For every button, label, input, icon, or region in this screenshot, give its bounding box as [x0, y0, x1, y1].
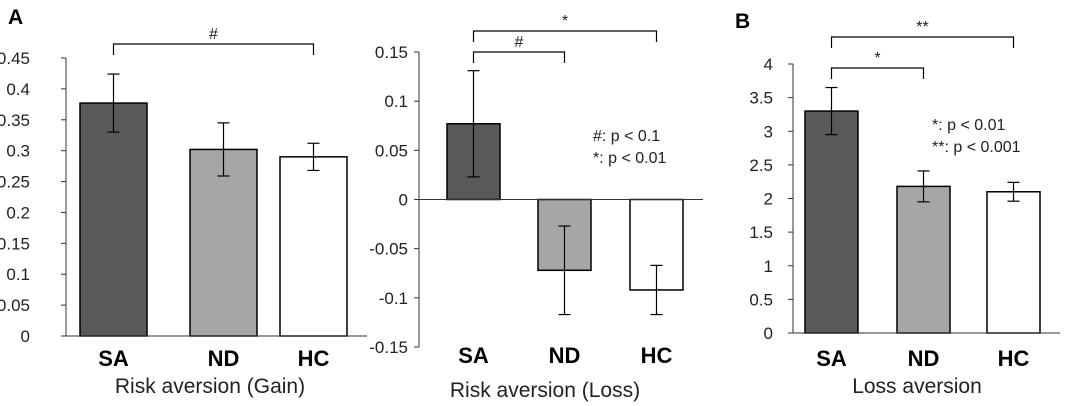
bar-hc [279, 156, 348, 337]
y-tick-label: 0.1 [384, 92, 408, 111]
y-tick-label: 0.15 [375, 43, 408, 62]
y-tick-label: 0 [21, 327, 30, 346]
category-label-nd: ND [208, 346, 240, 371]
x-axis-label: Risk aversion (Gain) [115, 375, 305, 398]
category-label-nd: ND [549, 343, 581, 368]
panel-label: A [8, 6, 23, 29]
y-tick-label: -0.15 [369, 338, 408, 357]
y-tick-label: 0.2 [6, 203, 30, 222]
y-tick-label: -0.05 [369, 240, 408, 259]
panel-label: B [735, 10, 750, 33]
significance-bracket [830, 67, 925, 79]
significance-label: ** [916, 19, 928, 36]
x-axis-label: Risk aversion (Loss) [450, 379, 640, 402]
bar-nd [896, 185, 951, 334]
significance-note: **: p < 0.001 [932, 139, 1021, 156]
y-tick-label: -0.1 [379, 289, 408, 308]
significance-note: #: p < 0.1 [593, 128, 660, 145]
y-tick-label: 2 [764, 190, 773, 209]
significance-bracket [472, 30, 658, 42]
category-label-sa: SA [816, 346, 847, 371]
significance-label: # [515, 34, 524, 51]
y-tick-label: 0.05 [0, 296, 30, 315]
y-tick-label: 0.5 [749, 290, 773, 309]
y-tick-label: 0.15 [0, 234, 30, 253]
y-tick-label: 1.5 [749, 223, 773, 242]
category-label-nd: ND [908, 346, 940, 371]
x-axis-label: Loss aversion [852, 375, 982, 398]
y-tick-label: 0.1 [6, 265, 30, 284]
y-tick-label: 1 [764, 257, 773, 276]
y-tick-label: 0.05 [375, 141, 408, 160]
significance-bracket [472, 51, 566, 63]
category-label-hc: HC [298, 346, 330, 371]
y-tick-label: 0 [399, 191, 408, 210]
chart-panel-1: A 0 0.05 0.1 0.15 0.2 0.25 0.3 0.35 0.4 0.45 SA ND HC… [0, 6, 367, 398]
significance-label: * [874, 50, 880, 67]
y-tick-label: 0.45 [0, 49, 30, 68]
significance-bracket [112, 43, 315, 55]
y-tick-label: 0.25 [0, 173, 30, 192]
y-tick-label: 0.4 [6, 80, 30, 99]
y-tick-label: 3.5 [749, 89, 773, 108]
significance-bracket [830, 36, 1015, 48]
bar-sa [79, 102, 148, 337]
category-label-sa: SA [98, 346, 129, 371]
significance-label: # [209, 26, 218, 43]
category-label-sa: SA [458, 343, 489, 368]
y-tick-label: 0.3 [6, 142, 30, 161]
significance-note: *: p < 0.01 [932, 117, 1005, 134]
y-tick-label: 0 [764, 324, 773, 343]
y-tick-label: 4 [764, 55, 773, 74]
bar-nd [189, 148, 258, 337]
significance-label: * [562, 13, 568, 30]
category-label-hc: HC [641, 343, 673, 368]
bar-sa [804, 110, 859, 334]
y-tick-label: 0.35 [0, 111, 30, 130]
category-label-hc: HC [998, 346, 1030, 371]
significance-note: *: p < 0.01 [593, 150, 666, 167]
y-tick-label: 2.5 [749, 156, 773, 175]
y-tick-label: 3 [764, 122, 773, 141]
bar-hc [986, 191, 1041, 334]
